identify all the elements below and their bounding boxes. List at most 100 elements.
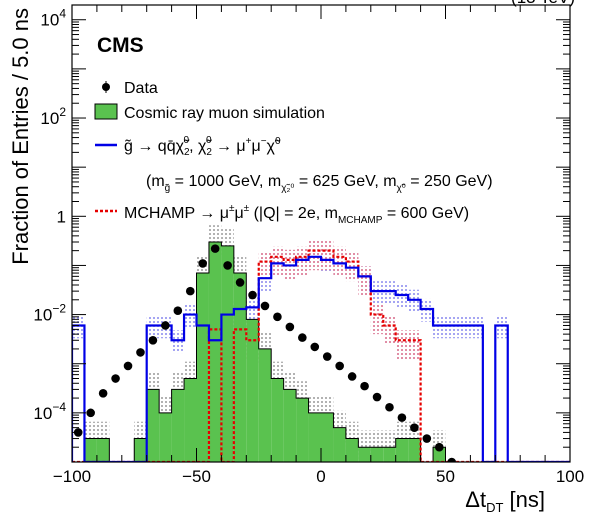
- legend-gluino-label: g̃ → qq̄χ̃20, χ̃20 → μ+μ−χ̃0: [124, 135, 281, 158]
- data-point-29: [434, 442, 444, 452]
- gluino-band-14: [246, 297, 259, 321]
- mchamp-band-20: [321, 240, 334, 271]
- gluino-band-9: [184, 304, 197, 328]
- data-point-2: [98, 389, 108, 398]
- y-axis-title: Fraction of Entries / 5.0 ns: [8, 8, 33, 265]
- data-point-15: [260, 301, 270, 311]
- mchamp-band-22: [345, 251, 359, 282]
- cosmic-bar-1: [84, 438, 97, 462]
- gluino-band-6: [146, 315, 160, 339]
- gluino-series: [72, 255, 570, 462]
- data-point-6: [148, 335, 158, 345]
- y-tick-label-3: 102: [40, 105, 66, 128]
- gluino-band-8: [171, 330, 185, 354]
- cosmic-bar-15: [258, 348, 272, 462]
- cosmic-bar-5: [134, 438, 147, 462]
- cosmic-bar-19: [308, 412, 321, 462]
- data-point-7: [161, 321, 170, 330]
- cosmic-bar-23: [358, 447, 371, 462]
- x-tick-label-4: 100: [556, 467, 584, 486]
- gluino-band-30: [445, 315, 458, 339]
- y-tick-label-1: 10−2: [33, 302, 66, 325]
- cosmic-bar-16: [271, 378, 284, 462]
- mchamp-band-19: [308, 240, 321, 271]
- data-point-23: [360, 381, 369, 391]
- cosmic-bar-20: [321, 412, 334, 462]
- data-point-27: [410, 423, 419, 432]
- x-tick-label-3: 50: [436, 467, 455, 486]
- legend-cosmic-swatch: [94, 103, 118, 120]
- cosmic-bar-9: [184, 378, 197, 462]
- corner-text: (13 TeV): [511, 0, 575, 7]
- cosmic-bar-21: [333, 427, 346, 462]
- data-point-11: [210, 244, 220, 253]
- legend-mchamp-label: MCHAMP → μ±μ± (|Q| = 2e, mMCHAMP = 600 G…: [124, 203, 469, 226]
- data-point-9: [185, 286, 195, 296]
- cosmic-bar-22: [345, 438, 359, 462]
- data-point-28: [422, 434, 432, 443]
- data-point-13: [235, 278, 245, 287]
- cosmic-bar-11: [208, 241, 222, 462]
- mchamp-band-16: [271, 246, 284, 277]
- data-point-10: [198, 259, 208, 268]
- x-axis-title: ΔtDT [ns]: [465, 487, 545, 515]
- mchamp-band-21: [333, 246, 346, 277]
- mchamp-band-25: [383, 315, 396, 346]
- cosmic-bar-7: [159, 412, 172, 462]
- gluino-band-29: [433, 315, 446, 339]
- legend: Data Cosmic ray muon simulation g̃ → qq̄…: [94, 80, 493, 226]
- x-tick-label-1: −50: [182, 467, 211, 486]
- cosmic-bar-13: [233, 273, 247, 462]
- gluino-band-34: [495, 315, 508, 339]
- cosmic-bar-10: [196, 273, 209, 462]
- cosmic-bar-26: [395, 438, 409, 462]
- x-tick-label-0: −100: [53, 467, 91, 486]
- mchamp-series: [72, 249, 570, 462]
- data-point-16: [273, 312, 282, 322]
- mchamp-band-24: [370, 304, 384, 335]
- gluino-band-0: [72, 315, 85, 339]
- cosmic-series: [72, 241, 458, 462]
- axis-layer: −100 −50 0 50 100 10−4 10−2 1 102 104 (13 TeV): [33, 0, 584, 486]
- mchamp-band-18: [296, 246, 309, 277]
- gluino-band-26: [395, 284, 409, 308]
- legend-gluino-masses: (mg̃ = 1000 GeV, mχ̃₂⁰ = 625 GeV, mχ̃⁰ =…: [146, 173, 493, 194]
- experiment-label: CMS: [97, 34, 144, 57]
- gluino-band-28: [420, 298, 434, 322]
- gluino-band-32: [470, 315, 483, 339]
- data-point-25: [385, 402, 394, 412]
- cosmic-bar-14: [246, 319, 259, 462]
- data-point-26: [397, 413, 407, 422]
- legend-cosmic-label: Cosmic ray muon simulation: [124, 105, 325, 122]
- data-point-3: [111, 374, 120, 383]
- cosmic-bar-29: [433, 447, 446, 462]
- y-tick-label-2: 1: [57, 207, 66, 226]
- data-point-24: [372, 392, 382, 402]
- cosmic-bar-8: [171, 389, 185, 462]
- gluino-band-25: [383, 281, 396, 304]
- x-tick-label-2: 0: [316, 467, 325, 486]
- data-point-4: [123, 361, 133, 371]
- data-point-18: [298, 333, 307, 342]
- data-point-21: [335, 361, 344, 371]
- y-tick-label-0: 10−4: [33, 400, 66, 423]
- mchamp-band-26: [395, 330, 409, 360]
- mchamp-band-15: [258, 251, 272, 282]
- cosmic-bar-27: [408, 438, 421, 462]
- data-point-8: [173, 306, 183, 315]
- gluino-band-27: [408, 289, 421, 313]
- data-point-5: [136, 348, 145, 357]
- gluino-band-24: [370, 281, 384, 304]
- legend-data-label: Data: [124, 80, 158, 97]
- data-point-30: [447, 457, 457, 462]
- data-point-1: [86, 408, 95, 418]
- y-tick-label-4: 104: [40, 7, 66, 30]
- cosmic-bar-2: [96, 438, 110, 462]
- gluino-band-31: [457, 315, 471, 339]
- data-series: [73, 244, 457, 462]
- data-point-12: [223, 261, 232, 270]
- cosmic-bar-12: [221, 245, 234, 462]
- plot-area: [72, 225, 570, 462]
- data-point-19: [310, 342, 320, 352]
